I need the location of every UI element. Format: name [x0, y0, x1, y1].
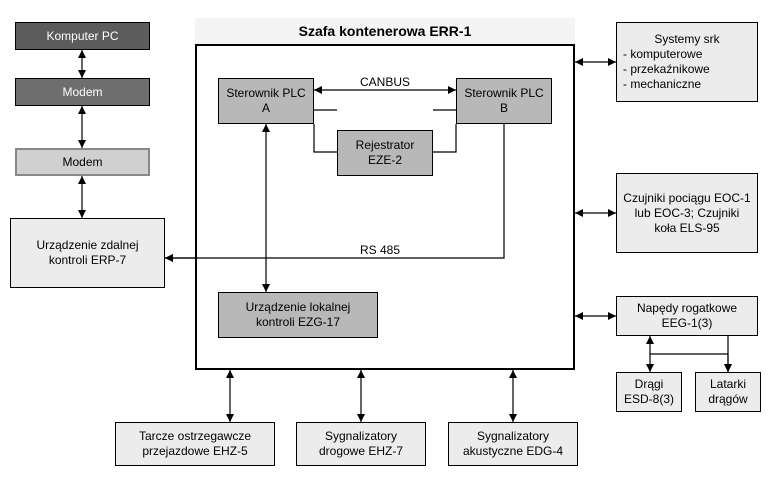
modem-1-box: Modem	[15, 78, 150, 106]
napedy-box: Napędy rogatkowe EEG-1(3)	[616, 296, 758, 336]
komputer-pc-box: Komputer PC	[15, 22, 150, 50]
canbus-label: CANBUS	[350, 75, 420, 89]
latarki-box: Latarki drągów	[695, 372, 761, 412]
rs485-label: RS 485	[350, 243, 410, 257]
modem-2-box: Modem	[15, 148, 150, 176]
plc-a-box: Sterownik PLC A	[218, 78, 314, 124]
ezg17-box: Urządzenie lokalnej kontroli EZG-17	[218, 292, 378, 338]
systemy-srk-item-2: - przekaźnikowe	[623, 62, 751, 77]
erp7-box: Urządzenie zdalnej kontroli ERP-7	[10, 218, 165, 288]
dragi-box: Drągi ESD-8(3)	[616, 372, 682, 412]
ehz7-box: Sygnalizatory drogowe EHZ-7	[296, 422, 426, 466]
czujniki-box: Czujniki pociągu EOC-1 lub EOC-3; Czujni…	[616, 173, 758, 253]
systemy-srk-title: Systemy srk	[623, 32, 751, 47]
edg4-box: Sygnalizatory akustyczne EDG-4	[448, 422, 578, 466]
systemy-srk-item-3: - mechaniczne	[623, 77, 751, 92]
systemy-srk-box: Systemy srk - komputerowe - przekaźnikow…	[616, 22, 758, 102]
plc-b-box: Sterownik PLC B	[456, 78, 552, 124]
container-title: Szafa kontenerowa ERR-1	[195, 18, 575, 46]
eze2-box: Rejestrator EZE-2	[337, 130, 433, 176]
systemy-srk-item-1: - komputerowe	[623, 47, 751, 62]
ehz5-box: Tarcze ostrzegawcze przejazdowe EHZ-5	[115, 422, 275, 466]
